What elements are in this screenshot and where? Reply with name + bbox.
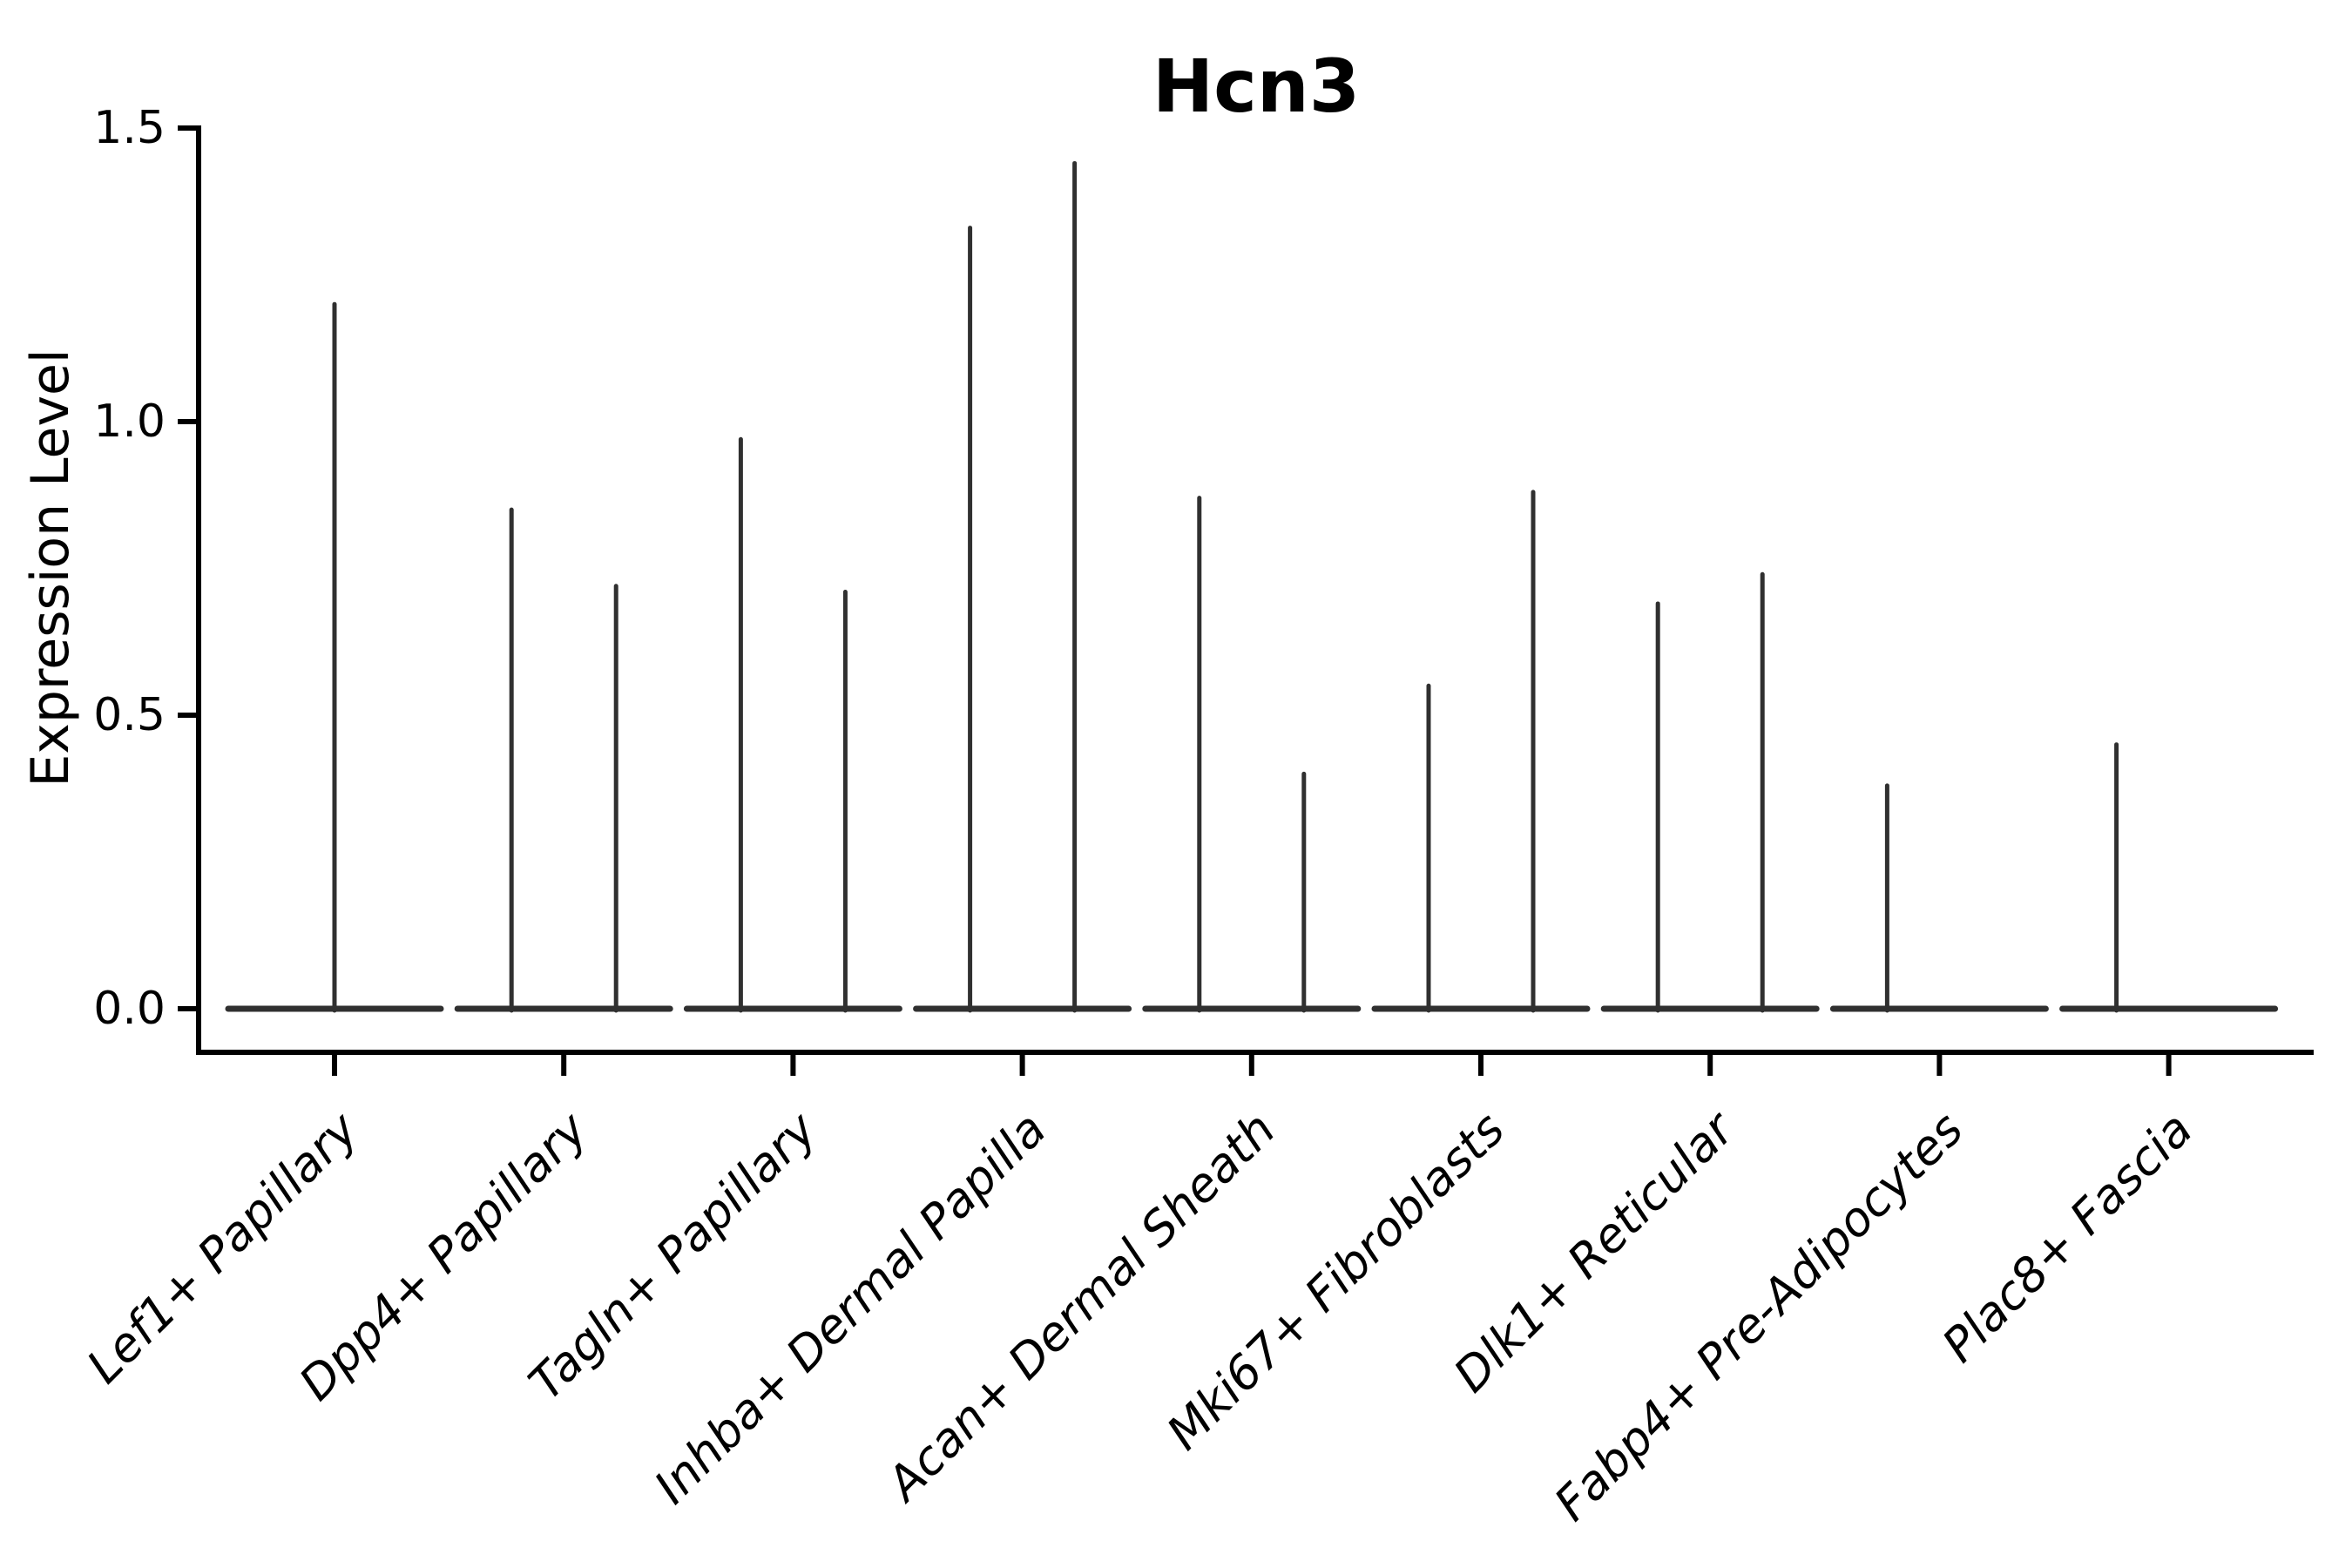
violin-group (1142, 496, 1362, 1013)
x-tick-label: Acan+ Dermal Sheath (875, 1102, 1286, 1513)
violin-group (2059, 742, 2279, 1013)
violins-layer (225, 160, 2279, 1013)
y-tick-label: 0.0 (93, 983, 166, 1035)
y-axis-label: Expression Level (20, 348, 81, 787)
violin-group (1371, 490, 1591, 1013)
y-axis-ticks: 0.0 0.5 1.0 1.5 (93, 102, 196, 1035)
chart-title: Hcn3 (1152, 44, 1360, 129)
axes-spines (196, 125, 2314, 1055)
y-tick-label: 0.5 (93, 689, 166, 741)
x-tick-label: Fabp4+ Pre-Adipocytes (1544, 1102, 1973, 1531)
violin-group (683, 436, 902, 1013)
y-tick-label: 1.0 (93, 395, 166, 448)
violin-group (913, 160, 1132, 1013)
violin-group (1600, 571, 1820, 1013)
x-tick-label: Plac8+ Fascia (1932, 1102, 2203, 1373)
violin-group (454, 507, 673, 1013)
violin-group (225, 301, 444, 1013)
x-tick-label: Inhba+ Dermal Papilla (644, 1102, 1057, 1515)
y-tick-label: 1.5 (93, 102, 166, 154)
violin-group (1829, 783, 2049, 1013)
